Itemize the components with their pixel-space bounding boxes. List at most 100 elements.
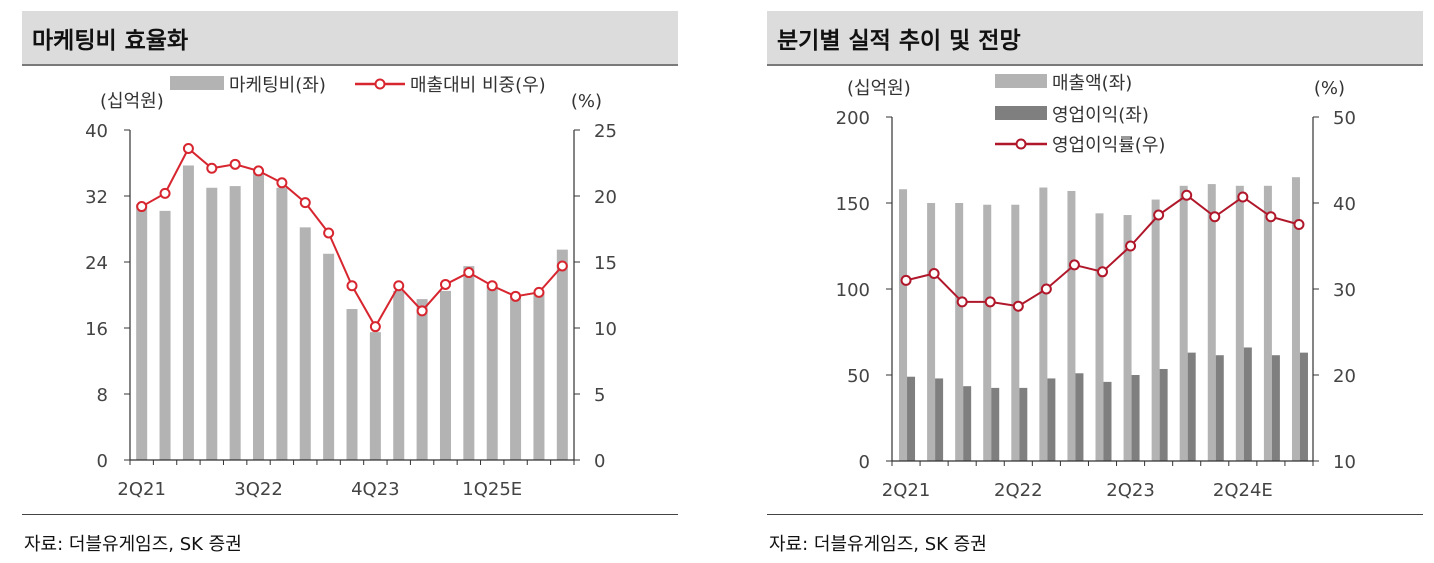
legend-swatch-marker (374, 78, 386, 90)
bar-primary (1263, 185, 1272, 462)
chart-title-bar: 마케팅비 효율화 (22, 11, 678, 66)
legend-label: 매출액(좌) (1052, 73, 1132, 94)
right-tick-label: 10 (1333, 452, 1356, 473)
line-point (1125, 240, 1137, 252)
bar-secondary (1243, 347, 1252, 461)
line-point (486, 280, 498, 292)
bottom-divider (22, 514, 678, 515)
bar-primary (182, 165, 194, 460)
line-point (323, 227, 335, 239)
x-tick-label: 2Q23 (1106, 480, 1155, 501)
x-tick-label: 2Q21 (882, 480, 931, 501)
line-point (253, 165, 265, 177)
line-point (556, 260, 568, 272)
bar-secondary (1215, 355, 1224, 461)
left-tick-label: 200 (836, 108, 870, 129)
bar-primary (136, 204, 148, 460)
bar-secondary (1159, 368, 1168, 461)
right-tick-label: 5 (594, 385, 605, 406)
bar-primary (253, 171, 265, 460)
bar-primary (439, 290, 451, 460)
left-tick-label: 100 (836, 280, 870, 301)
x-tick-label: 1Q25E (462, 479, 522, 500)
bar-primary (416, 299, 428, 460)
bar-secondary (1187, 352, 1196, 461)
marketing-chart: (십억원) (%) 0 8 16 24 32 40 0 5 10 15 20 25 2Q21 3Q22 4Q23… (85, 75, 617, 500)
line-point (393, 280, 405, 292)
chart-title-bar: 분기별 실적 추이 및 전망 (767, 11, 1423, 66)
series-line (141, 146, 564, 329)
bar-primary (346, 309, 358, 460)
legend-swatch (170, 76, 224, 90)
bar-primary (1151, 199, 1160, 461)
right-tick-label: 15 (594, 253, 617, 274)
bar-primary (369, 332, 381, 460)
x-tick-label: 3Q22 (234, 479, 283, 500)
left-tick-label: 40 (85, 121, 108, 142)
legend-label: 마케팅비(좌) (229, 75, 326, 96)
bar-primary (393, 290, 405, 460)
right-tick-label: 10 (594, 319, 617, 340)
x-tick-label: 2Q24E (1213, 480, 1273, 501)
line-point (1153, 209, 1165, 221)
bar-primary (1123, 215, 1132, 461)
line-point (416, 305, 428, 317)
bar-secondary (1019, 387, 1028, 461)
bar-secondary (1299, 352, 1308, 461)
bar-primary (276, 187, 288, 460)
bar-primary (463, 266, 475, 460)
bar-primary (556, 249, 568, 460)
line-point (276, 177, 288, 189)
left-tick-label: 150 (836, 194, 870, 215)
bar-primary (533, 292, 545, 460)
source-note: 자료: 더블유게임즈, SK 증권 (769, 534, 987, 555)
right-tick-label: 30 (1333, 280, 1356, 301)
bar-primary (1207, 184, 1216, 461)
line-point (439, 278, 451, 290)
legend-swatch (995, 74, 1047, 88)
bar-primary (206, 187, 218, 460)
line-point (159, 187, 171, 199)
line-point (346, 280, 358, 292)
bar-secondary (1103, 381, 1112, 461)
bar-primary (1095, 213, 1104, 461)
quarterly-results-chart: (십억원) (%) 0 50 100 150 200 10 20 30 40 50 2Q21 2Q22 2Q… (836, 73, 1356, 501)
line-point (463, 267, 475, 279)
line-point (928, 268, 940, 280)
line-point (956, 296, 968, 308)
line-point (533, 286, 545, 298)
bar-primary (1179, 185, 1188, 462)
left-tick-label: 50 (847, 366, 870, 387)
right-axis-unit: (%) (1314, 78, 1345, 99)
left-axis-unit: (십억원) (847, 78, 911, 99)
bar-primary (299, 227, 311, 460)
right-tick-label: 40 (1333, 194, 1356, 215)
bar-primary (955, 203, 964, 461)
line-point (369, 321, 381, 333)
bottom-divider (767, 514, 1423, 515)
left-tick-label: 8 (97, 385, 108, 406)
left-tick-label: 24 (85, 253, 108, 274)
line-point (1012, 300, 1024, 312)
line-point (136, 201, 148, 213)
chart-title: 분기별 실적 추이 및 전망 (777, 28, 1021, 54)
line-point (1209, 211, 1221, 223)
bar-primary (229, 186, 241, 460)
line-point (984, 296, 996, 308)
line-point (1040, 283, 1052, 295)
line-point (1068, 259, 1080, 271)
bar-primary (1067, 190, 1076, 461)
bar-primary (159, 210, 171, 460)
bar-primary (899, 189, 908, 462)
bar-secondary (1271, 355, 1280, 461)
source-note: 자료: 더블유게임즈, SK 증권 (24, 534, 242, 555)
line-point (1181, 189, 1193, 201)
line-point (900, 274, 912, 286)
quarterly-results-panel: 분기별 실적 추이 및 전망 (십억원) (%) 0 50 100 150 200 10 20 3… (767, 0, 1427, 563)
bar-secondary (963, 386, 972, 461)
line-point (510, 290, 522, 302)
right-tick-label: 25 (594, 121, 617, 142)
bar-primary (486, 286, 498, 460)
line-point (1293, 219, 1305, 230)
legend-label: 영업이익률(우) (1052, 135, 1165, 156)
